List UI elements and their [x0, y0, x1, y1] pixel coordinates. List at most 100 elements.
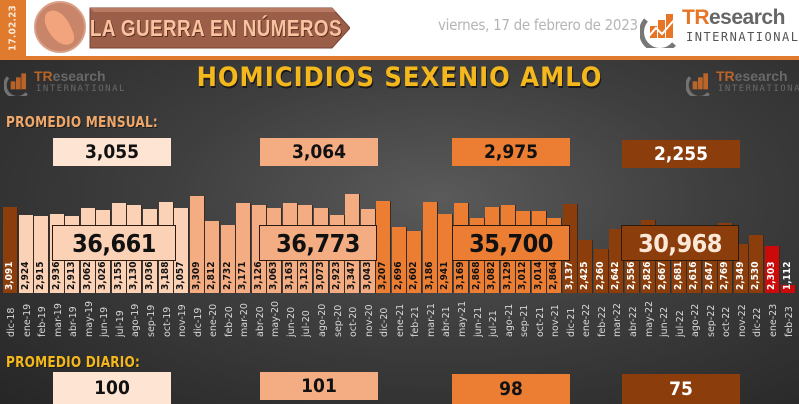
daily-avg-period-2: 101 — [260, 372, 378, 400]
bar-mar-22: 2,642 — [609, 229, 625, 293]
x-axis-label: abr-20 — [254, 306, 266, 337]
period-total-1: 36,661 — [52, 225, 176, 261]
bar-value-label: 3,073 — [315, 261, 327, 290]
bar-value-label: 3,123 — [299, 261, 311, 290]
x-axis-label: dic-22 — [752, 307, 764, 337]
bar-value-label: 2,425 — [579, 261, 591, 290]
x-axis-label: may-22 — [643, 300, 655, 337]
date-tab-text: 17.02.23 — [7, 5, 19, 51]
x-axis-label: jul-21 — [488, 310, 500, 337]
bar-value-label: 3,155 — [112, 261, 124, 290]
bar-value-label: 2,769 — [719, 261, 731, 290]
x-axis-label: ago-20 — [317, 303, 328, 337]
bar-value-label: 2,349 — [734, 261, 746, 290]
bar-feb-21: 2,602 — [407, 231, 423, 293]
x-axis-label: mar-21 — [425, 303, 437, 337]
bar-value-label: 2,915 — [35, 261, 47, 290]
bar-feb-20: 2,732 — [220, 224, 236, 293]
bar-ene-19: 2,924 — [18, 215, 34, 293]
x-axis-label: dic-18 — [6, 307, 17, 337]
bar-value-label: 2,647 — [703, 261, 715, 290]
x-axis-label: sep-20 — [332, 304, 344, 337]
x-axis-label: may-19 — [83, 300, 95, 337]
bar-dic-22: 2,530 — [749, 234, 765, 293]
x-axis-label: nov-21 — [550, 304, 562, 337]
date-tab: 17.02.23 — [0, 0, 26, 56]
daily-average-label: PROMEDIO DIARIO: — [6, 353, 141, 371]
x-axis-label: jun-20 — [285, 306, 297, 337]
bar-feb-23: 1,112 — [780, 262, 796, 293]
report-date: viernes, 17 de febrero de 2023 — [438, 16, 638, 34]
logo-wordmark: TResearch — [682, 6, 785, 29]
x-axis-label: ene-22 — [581, 303, 593, 337]
bar-nov-19: 3,057 — [174, 208, 190, 293]
bar-value-label: 2,924 — [19, 261, 31, 290]
bar-value-label: 3,163 — [283, 261, 295, 290]
bar-value-label: 3,347 — [346, 261, 358, 290]
x-axis-label: abr-19 — [68, 306, 80, 337]
x-axis-label: abr-21 — [441, 306, 453, 337]
period-total-3: 35,700 — [452, 225, 570, 261]
header: 17.02.23 LA GUERRA EN NÚMEROS viernes, 1… — [0, 0, 799, 56]
x-axis-label: ene-19 — [21, 303, 33, 337]
daily-avg-period-1: 100 — [53, 372, 171, 404]
bar-feb-19: 2,915 — [34, 215, 50, 293]
bar-value-label: 2,303 — [765, 261, 777, 290]
x-axis-label: oct-21 — [534, 306, 546, 337]
bar-dic-20: 3,207 — [376, 200, 392, 293]
bar-value-label: 3,014 — [532, 261, 544, 290]
bar-value-label: 3,036 — [143, 261, 155, 290]
bar-value-label: 3,062 — [81, 261, 93, 290]
bar-value-label: 3,026 — [97, 261, 109, 290]
bar-value-label: 3,063 — [268, 261, 280, 290]
x-axis-label: may-20 — [270, 300, 282, 337]
x-axis-label: abr-22 — [628, 306, 639, 337]
x-axis-label: jun-22 — [659, 306, 671, 337]
bar-value-label: 2,936 — [50, 261, 62, 290]
bar-value-label: 3,169 — [454, 261, 466, 290]
x-axis-label: mar-20 — [239, 303, 251, 337]
bar-value-label: 2,642 — [610, 261, 622, 290]
bar-value-label: 3,129 — [501, 261, 513, 290]
bar-ene-22: 2,425 — [578, 240, 594, 293]
bar-value-label: 2,826 — [641, 261, 653, 290]
bar-value-label: 2,812 — [206, 261, 218, 290]
mexico-map-icon — [34, 1, 86, 53]
bar-value-label: 2,602 — [408, 261, 420, 290]
x-axis-label: jun-21 — [472, 306, 484, 337]
monthly-avg-period-1: 3,055 — [53, 138, 171, 166]
monthly-homicides-bar-chart: 3,091 dic-18 2,924 ene-19 2,915 feb-19 2,936 ma… — [0, 60, 799, 404]
logo-chart-icon — [640, 14, 676, 48]
x-axis-label: oct-20 — [348, 306, 360, 337]
daily-avg-period-3: 98 — [452, 374, 570, 404]
x-axis-label: dic-20 — [379, 307, 391, 337]
bar-value-label: 3,043 — [361, 261, 373, 290]
bar-value-label: 2,868 — [470, 261, 482, 290]
x-axis-label: dic-21 — [565, 307, 577, 337]
tresearch-logo: TResearch INTERNATIONAL — [640, 6, 798, 50]
x-axis-label: oct-22 — [721, 306, 733, 337]
x-axis-label: mar-19 — [52, 303, 64, 337]
x-axis-label: ago-19 — [130, 303, 142, 337]
bar-value-label: 2,667 — [657, 261, 669, 290]
bar-value-label: 3,126 — [252, 261, 264, 290]
x-axis-label: nov-20 — [363, 304, 375, 337]
x-axis-label: mar-22 — [612, 303, 624, 337]
bar-value-label: 3,091 — [4, 261, 16, 290]
bar-value-label: 2,616 — [688, 261, 700, 290]
bar-value-label: 3,171 — [237, 261, 249, 290]
x-axis-label: feb-23 — [783, 306, 795, 337]
bar-value-label: 2,923 — [330, 261, 342, 290]
x-axis-label: ago-21 — [503, 303, 515, 337]
x-axis-label: sep-19 — [145, 304, 157, 337]
x-axis-label: dic-19 — [192, 307, 204, 337]
bar-value-label: 3,207 — [377, 261, 389, 290]
banner-title: LA GUERRA EN NÚMEROS — [90, 15, 342, 41]
bar-value-label: 3,057 — [175, 261, 187, 290]
period-total-2: 36,773 — [259, 225, 377, 261]
x-axis-label: ene-21 — [394, 303, 406, 337]
bar-value-label: 2,913 — [66, 261, 78, 290]
watermark-logo-right: TResearch INTERNATIONAL — [686, 68, 799, 98]
bar-value-label: 2,260 — [594, 261, 606, 290]
logo-chart-icon — [4, 73, 28, 96]
